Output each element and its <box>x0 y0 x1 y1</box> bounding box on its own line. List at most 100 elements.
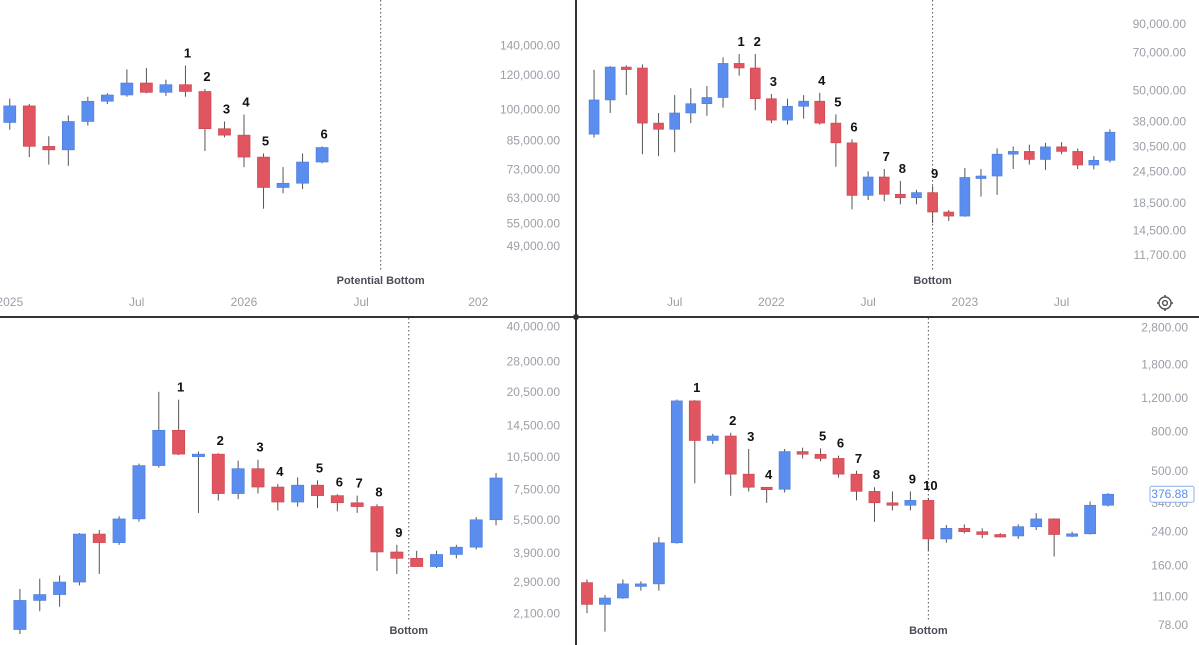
candle-up <box>159 84 173 93</box>
y-tick-label: 2,100.00 <box>513 606 560 620</box>
sequence-label: 5 <box>819 428 826 443</box>
candle-up <box>778 451 791 490</box>
candle-up <box>959 177 971 217</box>
candle-up <box>81 100 95 122</box>
candle-up <box>1088 159 1100 166</box>
candle-down <box>271 486 285 503</box>
chart-panel-bottom-right[interactable]: 2,800.001,800.001,200.00800.00500.00340.… <box>581 318 1195 637</box>
candle-down <box>581 582 593 605</box>
y-tick-label: 24,500.00 <box>1133 164 1187 178</box>
sequence-label: 10 <box>923 478 937 493</box>
candle-up <box>1102 493 1114 506</box>
candle-down <box>895 193 906 199</box>
y-tick-label: 5,500.00 <box>513 513 560 527</box>
sequence-label: 7 <box>855 451 862 466</box>
marker-vline-label: Bottom <box>913 275 952 287</box>
candle-down <box>976 531 989 535</box>
candle-down <box>621 66 632 70</box>
candle-down <box>886 502 899 506</box>
candle-up <box>670 400 683 544</box>
candle-up <box>911 192 922 199</box>
candle-up <box>1040 146 1051 160</box>
sequence-label: 6 <box>837 436 844 451</box>
candle-down <box>733 63 745 69</box>
candle-up <box>112 518 126 543</box>
chart-panel-bottom-left[interactable]: 40,000.00 28,000.00 20,500.00 14,500.00 10,5… <box>13 318 561 637</box>
y-tick-label: 30,500.00 <box>1133 139 1187 153</box>
sequence-label: 7 <box>883 149 890 164</box>
candle-down <box>211 453 225 494</box>
candle-up <box>1012 526 1025 537</box>
y-tick-label: 800.00 <box>1151 425 1188 439</box>
sequence-label: 1 <box>177 380 184 395</box>
candle-up <box>1066 533 1078 537</box>
y-tick-label: 2,900.00 <box>513 575 560 589</box>
candle-up <box>152 429 166 466</box>
candle-up <box>276 182 290 188</box>
candle-up <box>940 528 953 540</box>
candle-up <box>1007 151 1019 155</box>
y-tick-label: 14,500.00 <box>507 418 561 432</box>
divider-junction[interactable] <box>573 314 579 320</box>
candle-up <box>192 453 205 457</box>
sequence-label: 2 <box>729 413 736 428</box>
candle-up <box>604 66 616 101</box>
candle-down <box>724 435 737 475</box>
sequence-label: 8 <box>375 484 382 499</box>
sequence-label: 3 <box>747 429 754 444</box>
candle-down <box>237 134 251 158</box>
y-tick-label: 38,000.00 <box>1133 115 1187 129</box>
sequence-label: 1 <box>738 34 745 49</box>
y-tick-label: 1,200.00 <box>1141 391 1188 405</box>
sequence-label: 2 <box>754 34 761 49</box>
y-tick-label: 55,000.00 <box>507 217 561 231</box>
sequence-label: 4 <box>276 464 284 479</box>
y-tick-label: 70,000.00 <box>1133 45 1187 59</box>
candle-down <box>92 533 106 543</box>
candle-down <box>994 534 1007 538</box>
sequence-label: 4 <box>818 73 826 88</box>
candle-down <box>251 468 265 488</box>
candle-down <box>850 473 863 492</box>
sequence-label: 1 <box>693 380 700 395</box>
chart-panel-top-right[interactable]: 90,000.00 70,000.00 50,000.00 38,000.00 30,5… <box>588 0 1187 309</box>
y-tick-label: 49,000.00 <box>507 239 561 253</box>
candle-up <box>430 554 443 567</box>
candle-up <box>669 112 680 130</box>
candle-up <box>53 581 67 595</box>
candle-up <box>685 103 697 114</box>
y-tick-label: 18,500.00 <box>1133 196 1187 210</box>
sequence-label: 3 <box>256 440 263 455</box>
candle-down <box>311 484 324 496</box>
candle-down <box>140 82 153 93</box>
candle-down <box>653 122 664 130</box>
y-tick-label: 110.00 <box>1152 589 1188 603</box>
x-tick-label: Jul <box>353 295 368 309</box>
candle-down <box>742 473 755 488</box>
sequence-label: 3 <box>770 74 777 89</box>
candle-down <box>390 551 404 559</box>
candle-down <box>1072 151 1083 166</box>
sequence-label: 9 <box>909 471 916 486</box>
candle-down <box>637 67 648 124</box>
candle-up <box>132 465 146 520</box>
x-tick-label: Jul <box>129 295 144 309</box>
x-tick-label: Jul <box>1054 295 1069 309</box>
sequence-label: 9 <box>931 166 938 181</box>
candle-up <box>315 147 329 163</box>
x-tick-label: Jul <box>860 295 875 309</box>
y-tick-label: 140,000.00 <box>500 38 560 52</box>
chart-panel-top-left[interactable]: 140,000.00 120,000.00 100,000.00 85,000.00 7… <box>0 0 560 309</box>
current-price-box <box>1149 485 1195 503</box>
y-tick-label: 40,000.00 <box>507 320 561 334</box>
sequence-label: 4 <box>242 94 250 109</box>
gear-icon[interactable] <box>1157 295 1173 311</box>
candle-down <box>943 211 955 217</box>
y-tick-label: 500.00 <box>1151 464 1188 478</box>
candle-down <box>846 142 858 196</box>
candle-up <box>296 161 309 184</box>
y-tick-label: 11,700.00 <box>1134 248 1187 262</box>
candle-up <box>1104 131 1116 161</box>
y-tick-label: 78.00 <box>1158 618 1188 632</box>
